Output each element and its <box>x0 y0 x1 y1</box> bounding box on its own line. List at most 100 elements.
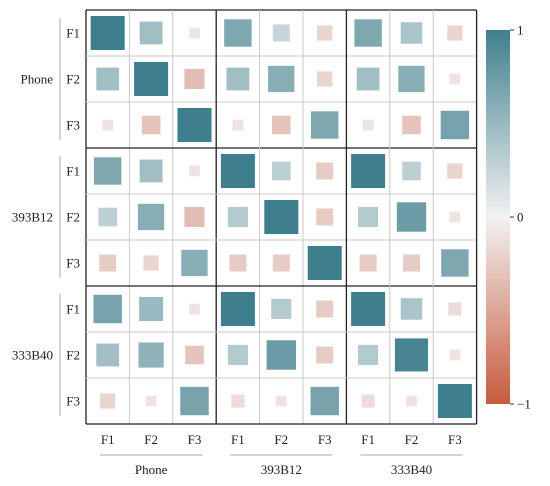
x-group-label: 393B12 <box>261 462 302 477</box>
colorbar-tick-label: 0 <box>517 210 524 225</box>
heatmap-cell <box>440 110 470 140</box>
x-tick-label: F2 <box>144 432 158 447</box>
x-tick-label: F1 <box>231 432 245 447</box>
heatmap-cell <box>145 395 157 407</box>
x-group-label: Phone <box>135 462 168 477</box>
x-tick-label: F3 <box>318 432 332 447</box>
heatmap-cell <box>227 344 248 365</box>
y-group-label: 333B40 <box>12 348 53 363</box>
colorbar-tick-label: 1 <box>517 23 524 38</box>
heatmap-cell <box>449 73 461 85</box>
heatmap-cell <box>275 395 287 407</box>
heatmap-cell <box>184 68 205 89</box>
heatmap-cell <box>447 25 463 41</box>
heatmap-cell <box>316 162 334 180</box>
heatmap-cell <box>396 202 427 232</box>
x-tick-label: F3 <box>188 432 202 447</box>
heatmap-cell <box>139 159 163 183</box>
heatmap-cell <box>226 67 250 91</box>
heatmap-cell <box>316 346 334 364</box>
colorbar: 1 0 −1 <box>486 23 531 412</box>
heatmap-cell <box>361 394 375 408</box>
y-tick-label: F1 <box>66 26 80 41</box>
x-tick-label: F2 <box>274 432 288 447</box>
heatmap-cell <box>220 292 255 326</box>
x-tick-label: F1 <box>101 432 115 447</box>
heatmap-cell <box>449 211 461 223</box>
heatmap-cell <box>143 255 159 271</box>
y-axis-labels: F1 F2 F3 F1 F2 F3 F1 F2 F3 Phone 393B12 333B40 <box>12 18 80 416</box>
heatmap-cell <box>406 395 417 407</box>
heatmap-cell <box>184 206 205 227</box>
x-tick-label: F3 <box>448 432 462 447</box>
heatmap-cell <box>185 345 204 365</box>
y-tick-label: F3 <box>66 394 80 409</box>
heatmap-cell <box>362 119 374 131</box>
heatmap-cell <box>448 302 462 316</box>
heatmap-cell <box>134 62 169 96</box>
heatmap-cell <box>98 207 117 227</box>
heatmap-cell <box>232 119 244 131</box>
heatmap-cell <box>102 119 114 131</box>
y-tick-label: F2 <box>66 348 80 363</box>
y-group-label: Phone <box>21 72 54 87</box>
heatmap-cell <box>141 115 161 135</box>
x-group-label: 333B40 <box>391 462 432 477</box>
heatmap-cell <box>264 200 299 234</box>
heatmap-cell <box>180 386 209 416</box>
heatmap-cell <box>316 208 334 226</box>
heatmap-cell <box>139 21 163 45</box>
heatmap-cells <box>90 16 472 418</box>
heatmap-cell <box>310 386 339 416</box>
heatmap-cell <box>227 206 248 227</box>
heatmap-cell <box>311 111 339 139</box>
colorbar-tick-label: −1 <box>517 397 531 412</box>
heatmap-cell <box>231 394 245 408</box>
y-tick-label: F1 <box>66 302 80 317</box>
heatmap-cell <box>400 298 423 320</box>
x-axis-labels: F1 F2 F3 F1 F2 F3 F1 F2 F3 Phone 393B12 333B40 <box>100 432 463 477</box>
heatmap-cell <box>271 298 292 319</box>
heatmap-cell <box>177 108 212 142</box>
y-tick-label: F3 <box>66 256 80 271</box>
heatmap-cell <box>224 19 252 47</box>
heatmap-cell <box>441 249 469 277</box>
y-tick-label: F1 <box>66 164 80 179</box>
heatmap-cell <box>268 65 295 93</box>
heatmap-cell <box>354 19 382 47</box>
heatmap-cell <box>90 16 125 50</box>
heatmap-cell <box>437 384 472 418</box>
heatmap-cell <box>272 115 291 135</box>
colorbar-gradient <box>486 30 510 404</box>
heatmap-cell <box>316 300 334 318</box>
y-group-label: 393B12 <box>12 210 53 225</box>
heatmap-cell <box>266 340 296 370</box>
heatmap-cell <box>356 67 380 91</box>
heatmap-cell <box>220 154 255 188</box>
heatmap-cell <box>138 342 164 368</box>
heatmap-cell <box>272 254 290 272</box>
heatmap-cell <box>351 292 386 326</box>
heatmap-cell <box>358 344 379 365</box>
heatmap-cell <box>189 165 200 177</box>
y-tick-label: F2 <box>66 72 80 87</box>
heatmap-cell <box>402 115 421 135</box>
heatmap-cell <box>398 65 425 93</box>
heatmap-cell <box>394 338 428 372</box>
heatmap-cell <box>351 154 386 188</box>
heatmap-cell <box>402 161 421 181</box>
heatmap-grid <box>85 9 478 425</box>
heatmap-cell <box>139 297 164 321</box>
heatmap-cell <box>307 246 342 280</box>
heatmap-cell <box>229 254 247 272</box>
heatmap-cell <box>137 203 165 231</box>
heatmap-cell <box>359 254 377 272</box>
x-tick-label: F2 <box>405 432 419 447</box>
heatmap-cell <box>400 22 423 44</box>
heatmap-cell <box>358 206 379 227</box>
y-tick-label: F2 <box>66 210 80 225</box>
heatmap-cell <box>96 67 120 91</box>
heatmap-cell <box>403 254 420 272</box>
heatmap-cell <box>317 71 333 87</box>
